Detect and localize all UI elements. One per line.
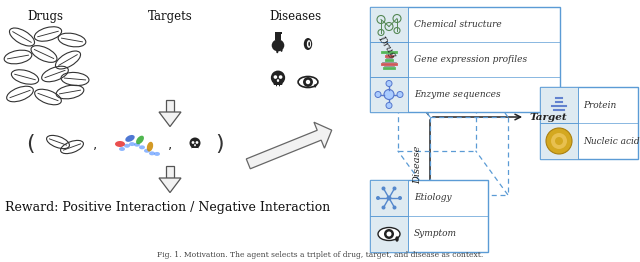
Circle shape — [386, 102, 392, 108]
Text: Nucleic acid: Nucleic acid — [583, 137, 639, 145]
Ellipse shape — [191, 141, 195, 144]
Bar — [540, 87, 578, 123]
Circle shape — [384, 229, 394, 239]
Ellipse shape — [125, 135, 134, 142]
Ellipse shape — [134, 143, 140, 147]
Ellipse shape — [139, 145, 145, 149]
Text: Diseases: Diseases — [269, 10, 321, 23]
Circle shape — [306, 80, 310, 84]
Ellipse shape — [280, 49, 282, 52]
Circle shape — [376, 196, 380, 200]
Ellipse shape — [396, 236, 399, 242]
Ellipse shape — [149, 151, 155, 155]
Circle shape — [397, 91, 403, 97]
Text: (: ( — [26, 134, 35, 154]
Polygon shape — [159, 178, 181, 193]
Ellipse shape — [298, 77, 318, 88]
Text: ,: , — [168, 137, 172, 151]
Bar — [275, 34, 280, 40]
Bar — [192, 148, 193, 150]
Ellipse shape — [314, 84, 316, 88]
Bar — [370, 7, 408, 42]
Circle shape — [381, 187, 385, 190]
Text: Symptom: Symptom — [414, 230, 457, 238]
Bar — [370, 7, 560, 112]
Ellipse shape — [124, 144, 130, 148]
Polygon shape — [159, 112, 181, 127]
Text: Enzyme sequences: Enzyme sequences — [414, 90, 500, 99]
Circle shape — [392, 187, 397, 190]
Circle shape — [392, 205, 397, 210]
Circle shape — [189, 138, 200, 149]
Ellipse shape — [147, 142, 153, 151]
Ellipse shape — [273, 81, 282, 86]
Ellipse shape — [378, 227, 400, 241]
Text: Disease: Disease — [413, 146, 422, 184]
Text: Etiology: Etiology — [414, 194, 452, 203]
Circle shape — [381, 205, 385, 210]
Ellipse shape — [115, 141, 125, 147]
Circle shape — [303, 77, 313, 87]
Bar — [370, 77, 408, 112]
Ellipse shape — [304, 38, 312, 50]
Ellipse shape — [279, 75, 282, 79]
Bar — [540, 87, 638, 159]
Circle shape — [555, 137, 563, 145]
Ellipse shape — [136, 136, 144, 144]
Circle shape — [386, 80, 392, 86]
Circle shape — [398, 196, 402, 200]
Bar — [370, 180, 488, 252]
Circle shape — [387, 195, 392, 200]
Bar — [370, 42, 408, 77]
Circle shape — [384, 90, 394, 100]
Bar — [277, 85, 279, 87]
Ellipse shape — [144, 149, 150, 153]
Text: Reward: Positive Interaction / Negative Interaction: Reward: Positive Interaction / Negative … — [5, 200, 330, 214]
Text: ,: , — [93, 137, 97, 151]
Text: Drugs: Drugs — [27, 10, 63, 23]
Ellipse shape — [191, 145, 198, 150]
Circle shape — [551, 133, 567, 149]
Ellipse shape — [194, 144, 196, 146]
Text: Gene expression profiles: Gene expression profiles — [414, 55, 527, 64]
Bar — [370, 180, 408, 216]
Bar — [275, 32, 282, 35]
Ellipse shape — [196, 141, 198, 144]
Bar — [540, 123, 578, 159]
Text: Target: Target — [530, 112, 568, 122]
Ellipse shape — [129, 142, 135, 146]
Ellipse shape — [308, 42, 310, 46]
Text: Protein: Protein — [583, 101, 616, 110]
Ellipse shape — [119, 147, 125, 151]
Polygon shape — [246, 122, 332, 169]
Ellipse shape — [273, 75, 277, 79]
Polygon shape — [166, 166, 174, 178]
Bar — [370, 216, 408, 252]
Ellipse shape — [307, 40, 311, 48]
Text: Fig. 1. Motivation. The agent selects a triplet of drug, target, and disease as : Fig. 1. Motivation. The agent selects a … — [157, 251, 483, 259]
Text: ): ) — [216, 134, 224, 154]
Circle shape — [546, 128, 572, 154]
Text: Chemical structure: Chemical structure — [414, 20, 502, 29]
Ellipse shape — [277, 79, 279, 82]
Circle shape — [271, 70, 285, 85]
Bar — [274, 85, 276, 87]
Circle shape — [375, 91, 381, 97]
Bar — [196, 148, 198, 150]
Text: Targets: Targets — [148, 10, 193, 23]
Ellipse shape — [154, 152, 160, 156]
Text: Drug: Drug — [376, 33, 398, 59]
Ellipse shape — [272, 40, 284, 51]
Polygon shape — [166, 100, 174, 112]
Bar — [280, 85, 282, 87]
Circle shape — [387, 232, 392, 237]
Bar — [194, 148, 196, 150]
Ellipse shape — [276, 50, 278, 53]
